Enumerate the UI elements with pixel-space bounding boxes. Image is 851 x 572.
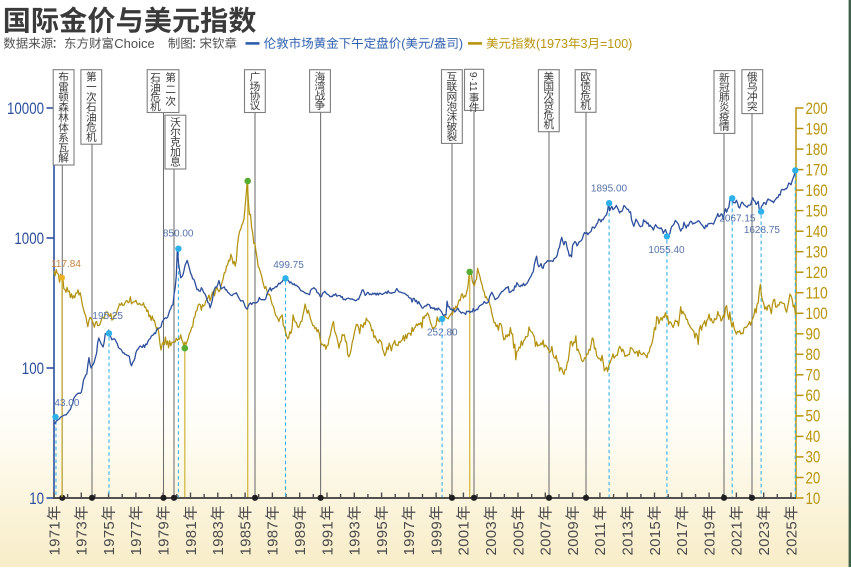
svg-text:1055.40: 1055.40 — [648, 245, 685, 256]
svg-text:160: 160 — [806, 182, 828, 200]
svg-text:2011: 2011 — [592, 522, 609, 555]
svg-text:1999: 1999 — [428, 521, 445, 556]
svg-text:2001: 2001 — [456, 521, 473, 556]
svg-text:2023: 2023 — [756, 521, 773, 556]
svg-text:2021: 2021 — [729, 521, 746, 556]
svg-text:2025: 2025 — [783, 521, 800, 556]
svg-text:1975: 1975 — [101, 521, 118, 556]
svg-text:2007: 2007 — [538, 521, 555, 556]
svg-text:2067.15: 2067.15 — [719, 213, 756, 224]
svg-text:30: 30 — [806, 449, 821, 467]
svg-text:100: 100 — [22, 360, 44, 378]
svg-text:1993: 1993 — [347, 521, 364, 556]
svg-text:10: 10 — [29, 490, 44, 508]
svg-text:140: 140 — [806, 223, 828, 241]
svg-text:70: 70 — [806, 367, 821, 385]
svg-text:1977: 1977 — [128, 521, 145, 556]
svg-text:150: 150 — [806, 202, 828, 220]
svg-text:1997: 1997 — [401, 521, 418, 556]
svg-text:1628.75: 1628.75 — [744, 225, 781, 236]
svg-text:/: / — [430, 37, 434, 51]
svg-text:2015: 2015 — [647, 521, 664, 556]
svg-text:200: 200 — [806, 100, 828, 118]
svg-text:10000: 10000 — [7, 100, 44, 118]
svg-text:1989: 1989 — [292, 521, 309, 556]
svg-text:195.25: 195.25 — [92, 311, 123, 322]
svg-text:1973: 1973 — [74, 521, 91, 556]
svg-text:2013: 2013 — [620, 521, 637, 556]
svg-text:2005: 2005 — [510, 521, 527, 556]
svg-text:(1973: (1973 — [536, 37, 568, 51]
svg-text:(: ( — [401, 37, 406, 51]
svg-text:80: 80 — [806, 346, 821, 364]
svg-text:120: 120 — [806, 264, 828, 282]
svg-text:1971: 1971 — [46, 521, 63, 556]
svg-text:2019: 2019 — [701, 521, 718, 556]
svg-text:110: 110 — [806, 285, 828, 303]
svg-text:60: 60 — [806, 387, 821, 405]
svg-text:40: 40 — [806, 428, 821, 446]
svg-text:3: 3 — [581, 37, 588, 51]
svg-text:1983: 1983 — [210, 521, 227, 556]
svg-text:1981: 1981 — [183, 521, 200, 556]
svg-text:10: 10 — [806, 490, 821, 508]
svg-text:100: 100 — [806, 305, 828, 323]
svg-text:1979: 1979 — [156, 521, 173, 556]
svg-text:): ) — [459, 37, 463, 51]
svg-text:1000: 1000 — [14, 230, 44, 248]
svg-text:90: 90 — [806, 326, 821, 344]
svg-text:50: 50 — [806, 408, 821, 426]
svg-text:Choice: Choice — [114, 36, 154, 51]
svg-text:=100): =100) — [600, 37, 632, 51]
svg-text:9·11: 9·11 — [467, 72, 478, 92]
svg-text:130: 130 — [806, 244, 828, 262]
svg-text:252.80: 252.80 — [427, 327, 458, 338]
svg-text:499.75: 499.75 — [273, 260, 304, 271]
svg-text:43.00: 43.00 — [54, 398, 79, 409]
svg-text:1985: 1985 — [237, 521, 254, 556]
svg-text:1991: 1991 — [319, 521, 336, 556]
svg-text:180: 180 — [806, 141, 828, 159]
svg-text:170: 170 — [806, 161, 828, 179]
svg-text:190: 190 — [806, 120, 828, 138]
svg-text:850.00: 850.00 — [163, 228, 194, 239]
svg-text:1987: 1987 — [265, 521, 282, 556]
svg-text:20: 20 — [806, 469, 821, 487]
svg-text:2003: 2003 — [483, 521, 500, 556]
svg-text:117.84: 117.84 — [51, 259, 81, 270]
svg-text:1895.00: 1895.00 — [591, 184, 628, 195]
svg-text:1995: 1995 — [374, 521, 391, 556]
svg-text:2009: 2009 — [565, 521, 582, 556]
svg-text:2017: 2017 — [674, 521, 691, 556]
